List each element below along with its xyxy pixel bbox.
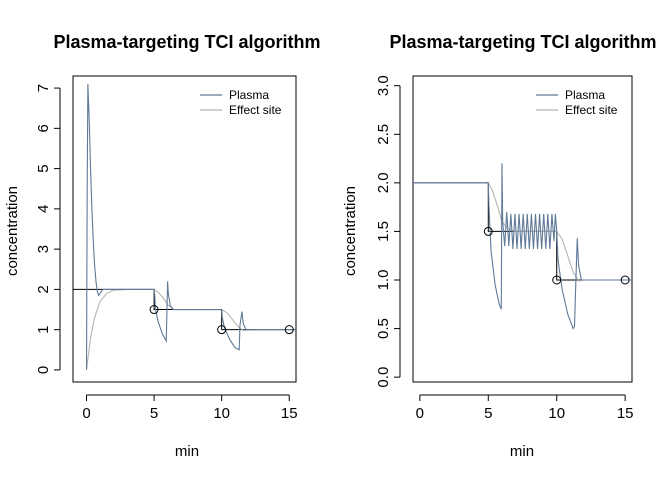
right-chart-target-point bbox=[552, 275, 562, 285]
left-chart-target-point bbox=[149, 305, 159, 315]
left-chart-x-tick-label: 15 bbox=[281, 405, 298, 422]
right-chart-y-tick-label: 2.0 bbox=[375, 172, 392, 193]
right-chart-y-tick-label: 1.5 bbox=[375, 221, 392, 242]
right-chart-x-tick-label: 15 bbox=[617, 405, 634, 422]
right-chart-title: Plasma-targeting TCI algorithm bbox=[389, 32, 656, 52]
left-chart-x-tick-label: 5 bbox=[150, 405, 158, 422]
left-chart-series-area bbox=[73, 84, 296, 370]
right-chart-y-tick-label: 0.5 bbox=[375, 318, 392, 339]
left-chart-y-tick-label: 2 bbox=[35, 285, 52, 293]
right-chart-target-point bbox=[620, 275, 630, 285]
left-chart-target-point bbox=[217, 325, 227, 335]
left-chart-title: Plasma-targeting TCI algorithm bbox=[53, 32, 320, 52]
right-chart-series-area bbox=[413, 163, 632, 330]
left-chart-target-point bbox=[284, 325, 294, 335]
left-chart-panel: Plasma-targeting TCI algorithm min conce… bbox=[4, 32, 321, 460]
left-chart-x-tick-label: 0 bbox=[82, 405, 90, 422]
right-chart-x-tick-label: 10 bbox=[548, 405, 565, 422]
right-chart-panel: Plasma-targeting TCI algorithm min conce… bbox=[342, 32, 657, 460]
left-chart-x-tick-label: 10 bbox=[213, 405, 230, 422]
right-chart-y-tick-label: 2.5 bbox=[375, 124, 392, 145]
right-chart-x-tick-label: 0 bbox=[416, 405, 424, 422]
left-chart-y-tick-label: 0 bbox=[35, 366, 52, 374]
left-chart-y-tick-label: 4 bbox=[35, 205, 52, 213]
left-chart-legend-label: Effect site bbox=[229, 103, 282, 117]
left-chart-y-tick-label: 7 bbox=[35, 84, 52, 92]
left-chart-legend-label: Plasma bbox=[229, 88, 269, 102]
left-chart-plasma-line bbox=[85, 84, 296, 370]
right-chart-y-tick-label: 3.0 bbox=[375, 75, 392, 96]
left-chart-y-tick-label: 5 bbox=[35, 164, 52, 172]
right-chart-plot-frame bbox=[412, 75, 633, 383]
left-chart-y-axis-label: concentration bbox=[4, 186, 21, 276]
left-chart-x-axis-label: min bbox=[175, 443, 199, 460]
right-chart-plasma-line bbox=[413, 163, 632, 330]
left-chart-plot-frame bbox=[72, 75, 297, 383]
right-chart-y-axis-label: concentration bbox=[342, 186, 359, 276]
right-chart-x-tick-label: 5 bbox=[484, 405, 492, 422]
left-chart-y-tick-label: 1 bbox=[35, 325, 52, 333]
right-chart-y-tick-label: 0.0 bbox=[375, 367, 392, 388]
right-chart-x-axis-label: min bbox=[510, 443, 534, 460]
right-chart-target-point bbox=[483, 226, 493, 236]
right-chart-legend-label: Effect site bbox=[565, 103, 618, 117]
left-chart-y-tick-label: 3 bbox=[35, 245, 52, 253]
right-chart-legend-label: Plasma bbox=[565, 88, 605, 102]
right-chart-y-tick-label: 1.0 bbox=[375, 270, 392, 291]
left-chart-y-tick-label: 6 bbox=[35, 124, 52, 132]
